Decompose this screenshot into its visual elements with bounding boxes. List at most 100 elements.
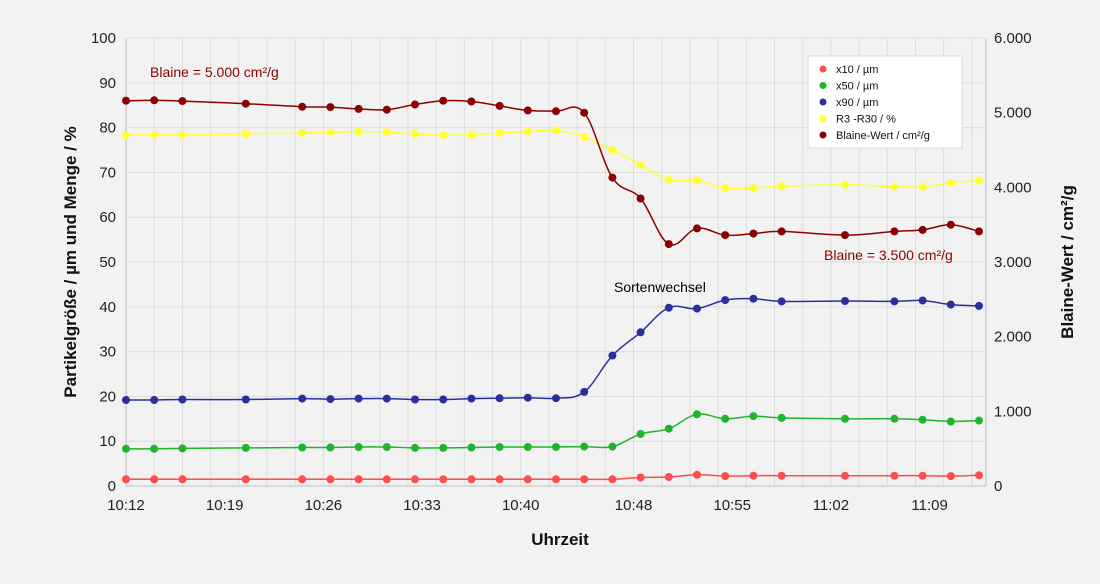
data-point xyxy=(241,443,250,452)
data-point xyxy=(241,395,250,404)
data-point xyxy=(841,180,849,189)
x-tick-label: 10:55 xyxy=(713,497,751,514)
data-point xyxy=(552,475,560,484)
x-tick-label: 10:33 xyxy=(403,497,441,514)
y-left-tick-label: 80 xyxy=(99,120,116,137)
data-point xyxy=(411,395,419,404)
data-point xyxy=(467,394,476,403)
data-point xyxy=(298,443,307,452)
data-point xyxy=(693,176,701,185)
data-point xyxy=(693,304,701,313)
data-point xyxy=(122,396,130,404)
data-point xyxy=(178,130,187,139)
data-point xyxy=(890,227,899,236)
data-point xyxy=(749,412,758,421)
y-right-tick-label: 5.000 xyxy=(994,105,1032,122)
x-axis-title: Uhrzeit xyxy=(531,530,589,549)
data-point xyxy=(467,97,476,106)
data-point xyxy=(841,297,849,305)
data-point xyxy=(150,96,159,105)
data-point xyxy=(608,146,617,154)
data-point xyxy=(411,475,419,484)
data-point xyxy=(122,131,130,140)
data-point xyxy=(150,475,159,484)
data-point xyxy=(721,472,730,481)
data-point xyxy=(523,106,532,115)
annotation-blaine-5000: Blaine = 5.000 cm²/g xyxy=(150,64,279,80)
data-point xyxy=(326,128,335,137)
series-2 xyxy=(122,294,983,404)
data-point xyxy=(178,395,187,404)
data-point xyxy=(946,178,955,187)
data-point xyxy=(552,443,560,451)
data-point xyxy=(580,108,589,117)
data-point xyxy=(749,471,758,480)
data-point xyxy=(749,294,758,303)
x-tick-label: 10:19 xyxy=(206,497,244,514)
data-point xyxy=(580,442,589,451)
data-point xyxy=(975,227,983,236)
data-point xyxy=(841,471,849,480)
data-point xyxy=(693,410,701,419)
data-point xyxy=(411,129,419,138)
data-point xyxy=(354,443,363,451)
data-point xyxy=(721,184,730,193)
data-point xyxy=(777,471,786,480)
legend-marker xyxy=(819,82,827,89)
legend-marker xyxy=(819,115,827,122)
data-point xyxy=(608,173,617,182)
data-point xyxy=(636,430,645,438)
x-tick-label: 10:48 xyxy=(615,497,653,514)
y-left-tick-label: 60 xyxy=(99,209,116,226)
axes: 0 10 20 30 40 50 60 70 80 90 100 0 1.000 2.000 3.000 4.… xyxy=(91,30,1032,514)
data-point xyxy=(241,475,250,484)
data-point xyxy=(354,104,363,113)
data-point xyxy=(975,301,983,310)
data-point xyxy=(749,184,758,193)
data-point xyxy=(580,387,589,396)
data-point xyxy=(382,105,391,114)
data-point xyxy=(946,300,955,309)
legend-label: x50 / µm xyxy=(836,81,878,93)
data-point xyxy=(608,351,617,360)
data-point xyxy=(580,475,589,484)
data-point xyxy=(382,475,391,484)
data-point xyxy=(382,394,391,403)
data-point xyxy=(523,475,532,484)
data-point xyxy=(946,417,955,426)
data-point xyxy=(523,393,532,402)
legend: x10 / µm x50 / µm x90 / µm R3 -R30 / % Blain… xyxy=(807,55,963,149)
data-point xyxy=(495,129,504,137)
data-point xyxy=(636,473,645,482)
data-point xyxy=(439,395,448,404)
data-point xyxy=(918,182,927,191)
data-point xyxy=(178,97,187,106)
legend-label: x10 / µm xyxy=(836,64,878,76)
data-point xyxy=(326,475,335,484)
data-point xyxy=(326,103,335,112)
data-point xyxy=(918,225,927,234)
data-point xyxy=(467,475,476,484)
y-left-tick-label: 90 xyxy=(99,75,116,92)
data-point xyxy=(326,443,335,452)
legend-marker xyxy=(819,65,827,73)
data-point xyxy=(841,231,849,240)
data-point xyxy=(721,296,730,305)
data-point xyxy=(495,443,504,451)
legend-label: R3 -R30 / % xyxy=(836,114,896,126)
data-point xyxy=(241,129,250,138)
data-point xyxy=(636,194,645,203)
y-left-tick-label: 100 xyxy=(91,30,116,47)
data-point xyxy=(975,471,983,480)
y-axis-right-title: Blaine-Wert / cm²/g xyxy=(1058,185,1077,339)
data-point xyxy=(122,444,130,453)
data-point xyxy=(411,100,419,109)
data-point xyxy=(777,413,786,422)
data-point xyxy=(777,297,786,306)
data-point xyxy=(749,229,758,238)
y-left-tick-label: 70 xyxy=(99,164,116,181)
series-group xyxy=(122,96,983,484)
data-point xyxy=(122,475,130,484)
legend-marker xyxy=(819,131,827,139)
